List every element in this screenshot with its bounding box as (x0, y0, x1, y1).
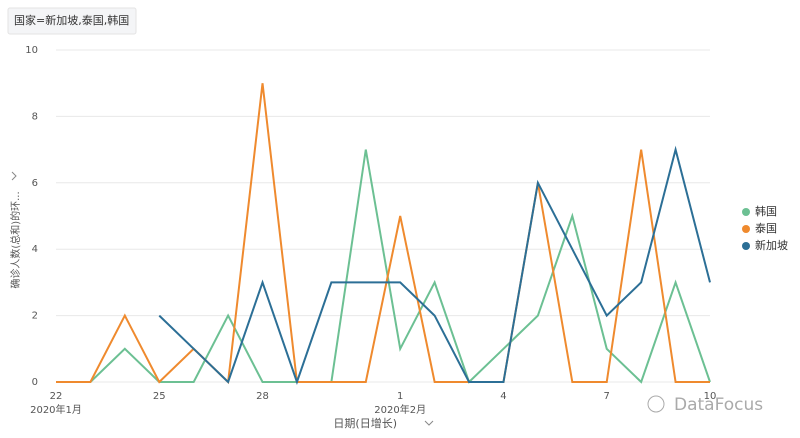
legend-label: 泰国 (755, 221, 777, 235)
x-group-label: 2020年2月 (374, 403, 426, 416)
y-tick-label: 2 (32, 311, 38, 322)
x-tick-label: 25 (153, 391, 166, 402)
legend-swatch (742, 225, 750, 233)
y-tick-label: 0 (32, 377, 38, 388)
y-tick-label: 4 (32, 244, 38, 255)
x-tick-label: 1 (397, 391, 403, 402)
chevron-icon[interactable] (424, 420, 434, 426)
x-tick-label: 7 (604, 391, 610, 402)
series-line (56, 149, 711, 384)
y-tick-label: 10 (25, 45, 38, 56)
legend-swatch (742, 242, 750, 250)
x-tick-label: 28 (256, 391, 269, 402)
y-tick-label: 6 (32, 178, 38, 189)
chevron-icon[interactable] (11, 171, 17, 181)
filter-label[interactable]: 国家=新加坡,泰国,韩国 (14, 13, 129, 27)
watermark-icon (647, 395, 665, 413)
x-group-label: 2020年1月 (30, 403, 82, 416)
x-axis-label[interactable]: 日期(日增长) (333, 416, 397, 430)
y-tick-label: 8 (32, 111, 38, 122)
watermark: DataFocus (674, 395, 763, 415)
series-line (158, 145, 711, 386)
x-tick-label: 4 (500, 391, 506, 402)
x-tick-label: 22 (50, 391, 63, 402)
legend-label: 韩国 (755, 204, 777, 218)
x-tick-label: 10 (704, 391, 717, 402)
series-line (56, 83, 710, 385)
filter-box[interactable] (7, 7, 137, 35)
y-axis-label: 确诊人数(总和)的环... (9, 191, 22, 288)
legend-label: 新加坡 (755, 238, 788, 252)
legend-swatch (742, 208, 750, 216)
